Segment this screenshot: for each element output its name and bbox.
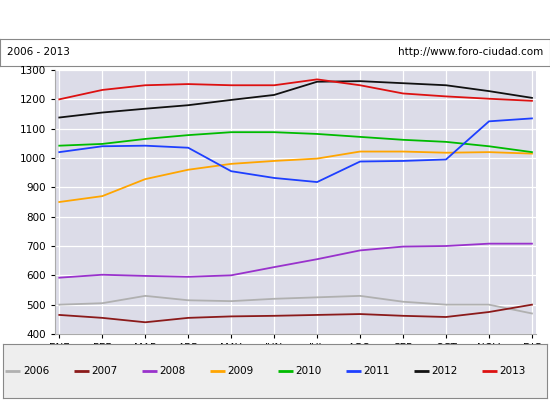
Text: 2010: 2010 — [295, 366, 322, 376]
Text: 2011: 2011 — [364, 366, 390, 376]
Text: 2006 - 2013: 2006 - 2013 — [7, 47, 69, 57]
Text: 2006: 2006 — [23, 366, 50, 376]
Text: 2013: 2013 — [499, 366, 526, 376]
Text: 2008: 2008 — [160, 366, 185, 376]
Text: 2007: 2007 — [91, 366, 118, 376]
Text: 2009: 2009 — [227, 366, 254, 376]
Text: http://www.foro-ciudad.com: http://www.foro-ciudad.com — [398, 47, 543, 57]
Text: Evolucion del paro registrado en Valsequillo de Gran Canaria: Evolucion del paro registrado en Valsequ… — [72, 12, 478, 26]
Text: 2012: 2012 — [432, 366, 458, 376]
